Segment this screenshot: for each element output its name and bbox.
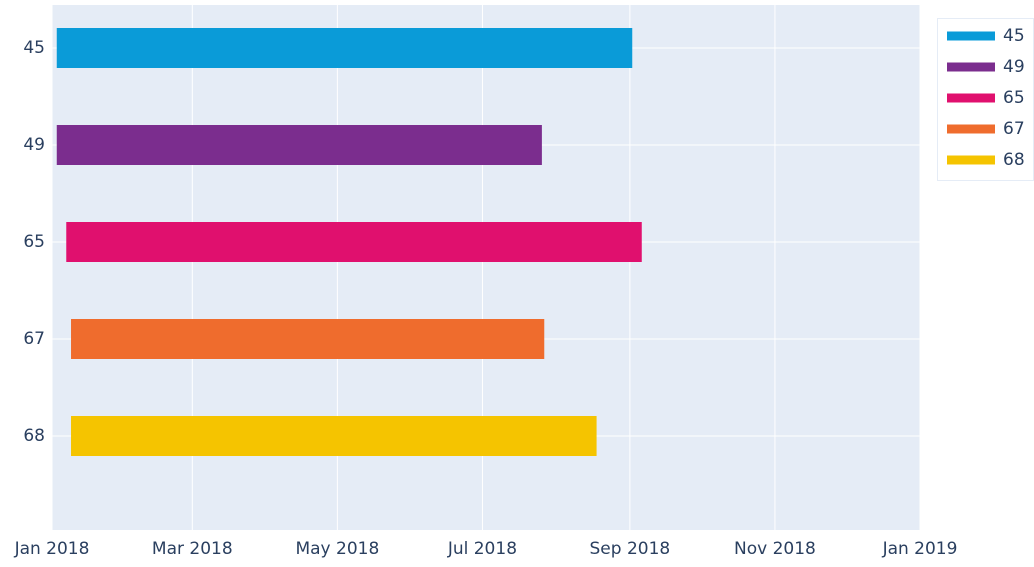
bar <box>71 416 597 456</box>
x-tick-label: Sep 2018 <box>590 539 671 559</box>
legend-label: 65 <box>1003 88 1025 108</box>
x-tick-label: Mar 2018 <box>152 539 233 559</box>
legend-label: 68 <box>1003 150 1025 170</box>
x-tick-label: Nov 2018 <box>734 539 816 559</box>
x-tick-label: Jul 2018 <box>447 539 517 559</box>
bar <box>66 222 642 262</box>
legend-label: 45 <box>1003 26 1025 46</box>
y-tick-label: 65 <box>23 232 45 252</box>
x-tick-label: Jan 2018 <box>14 539 90 559</box>
bar <box>71 319 545 359</box>
y-tick-label: 68 <box>23 426 45 446</box>
x-tick-label: Jan 2019 <box>882 539 958 559</box>
y-tick-label: 45 <box>23 38 45 58</box>
bar <box>56 28 633 68</box>
x-tick-label: May 2018 <box>295 539 379 559</box>
y-tick-label: 67 <box>23 329 45 349</box>
bar <box>56 125 542 165</box>
y-tick-label: 49 <box>23 135 45 155</box>
legend-label: 49 <box>1003 57 1025 77</box>
legend-label: 67 <box>1003 119 1025 139</box>
